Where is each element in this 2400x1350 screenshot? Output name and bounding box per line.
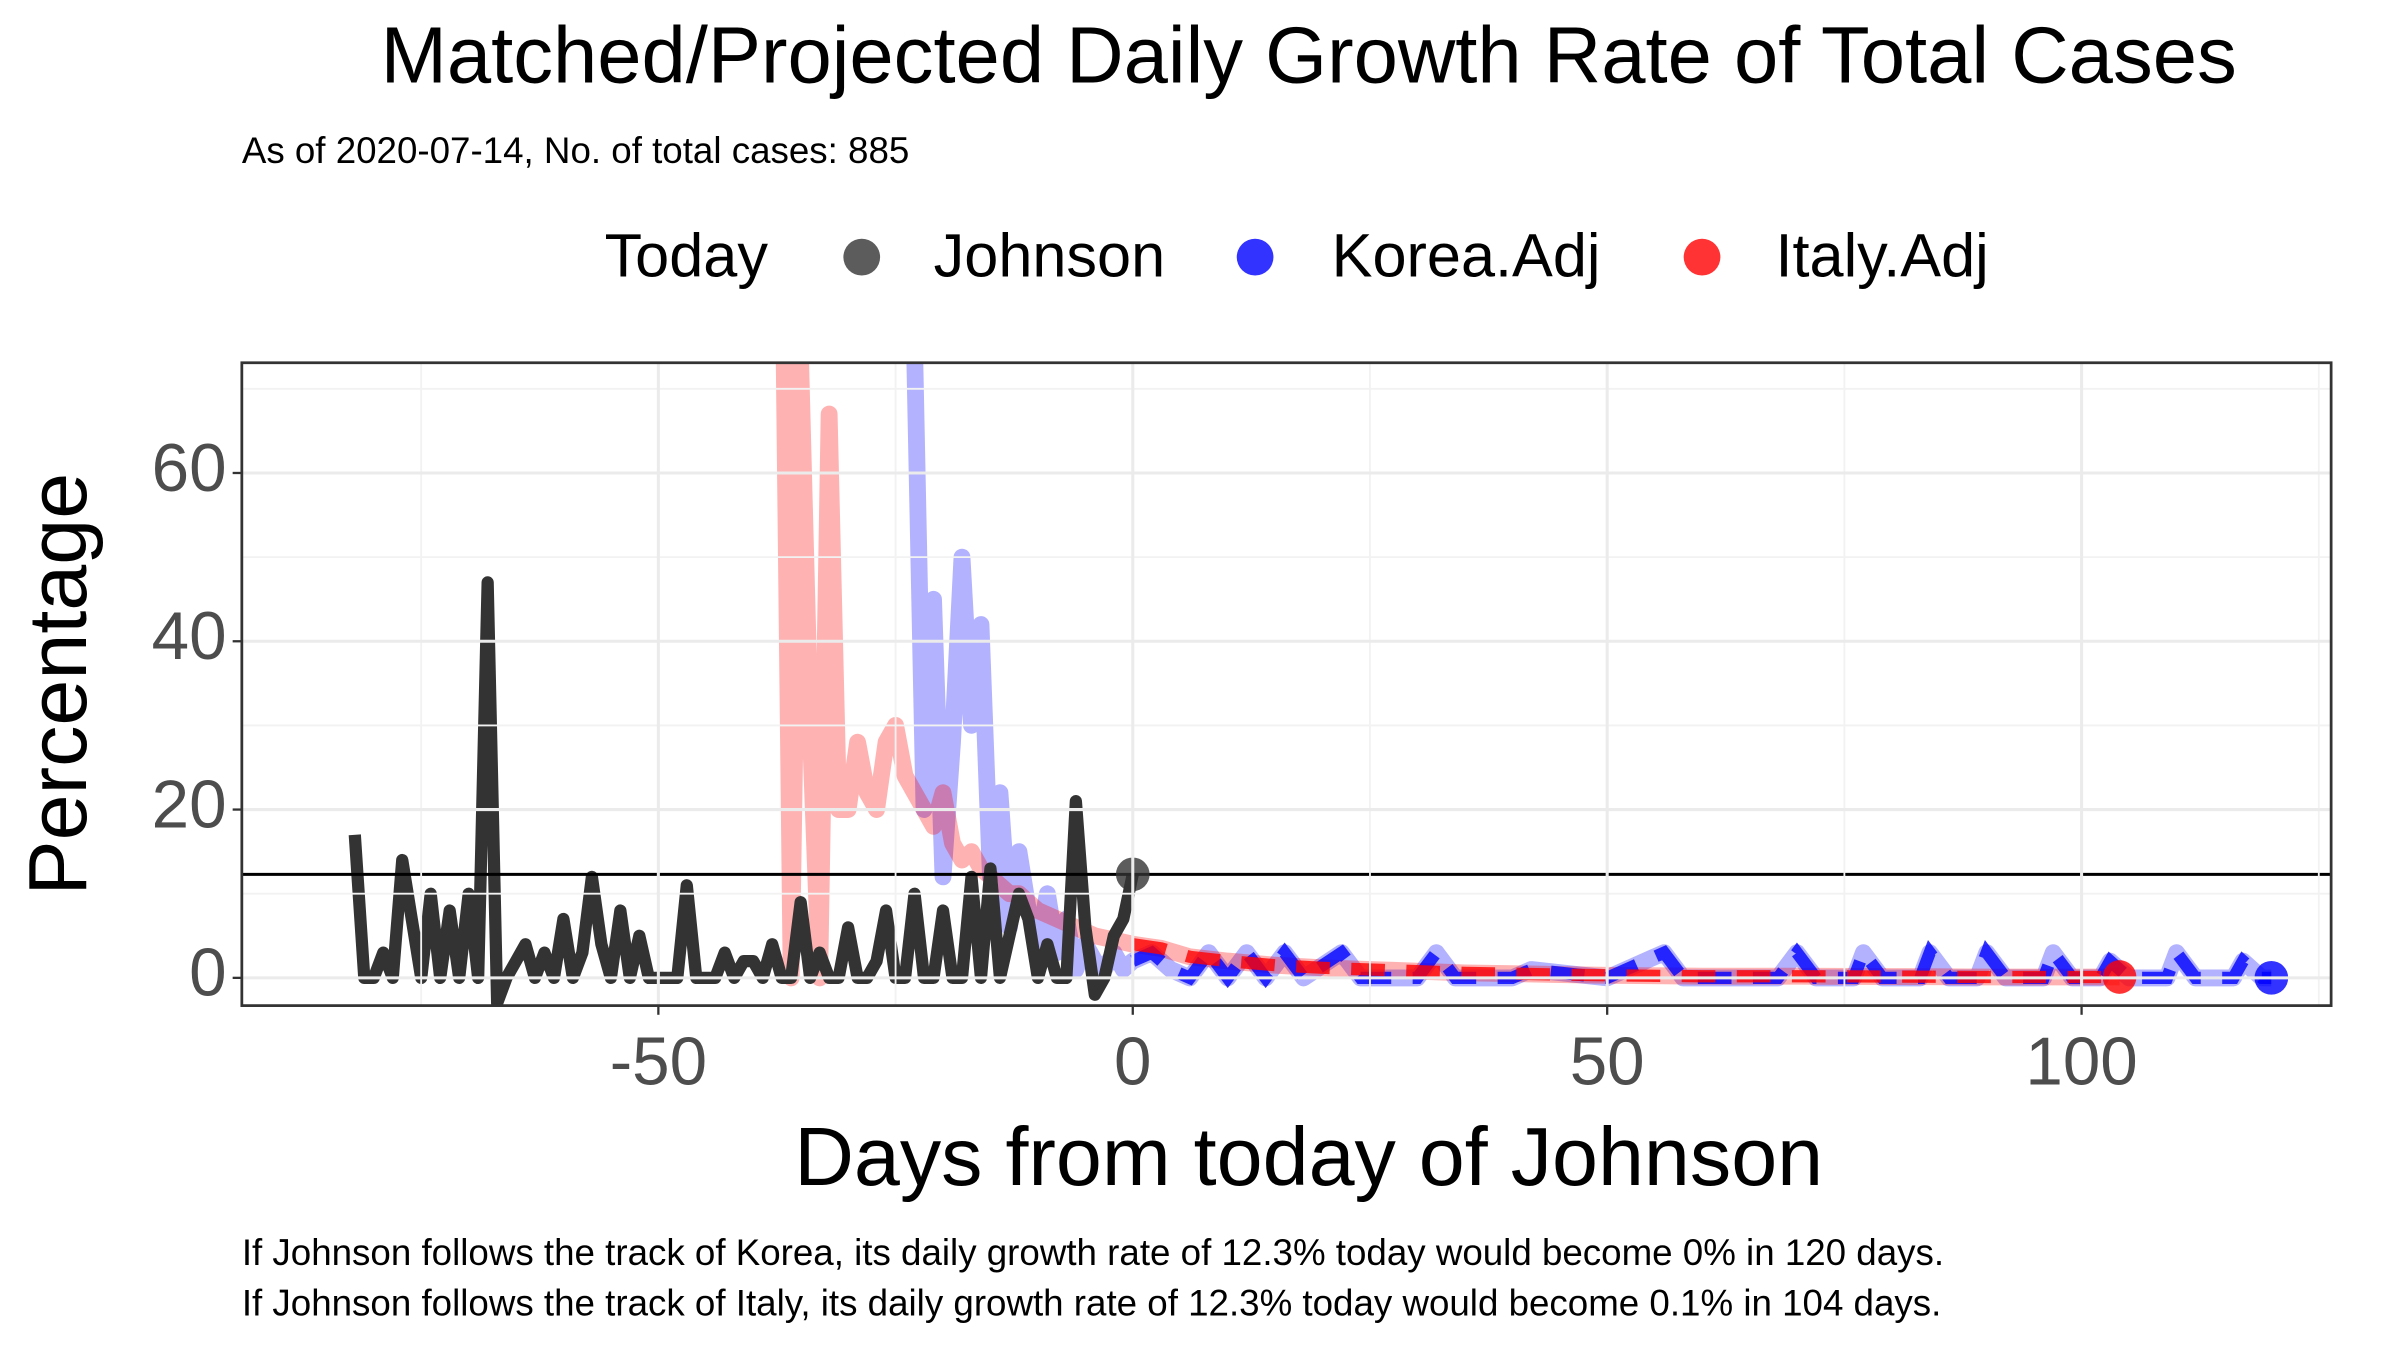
legend-label: Johnson (934, 221, 1165, 289)
legend-label: Korea.Adj (1332, 221, 1601, 289)
x-tick-label: 0 (1114, 1025, 1151, 1100)
annotation: If Johnson follows the track of Italy, i… (242, 1282, 1942, 1323)
x-tick-label: -50 (610, 1025, 707, 1100)
annotation: If Johnson follows the track of Korea, i… (242, 1232, 1944, 1273)
chart-subtitle: As of 2020-07-14, No. of total cases: 88… (242, 130, 909, 171)
plot-area (241, 362, 2332, 1006)
legend-marker (843, 238, 881, 276)
projected-line (1131, 938, 2120, 984)
y-tick-label: 60 (152, 431, 227, 506)
legend-label: Italy.Adj (1776, 221, 1989, 289)
series-line (348, 576, 1139, 1006)
chart-title: Matched/Projected Daily Growth Rate of T… (381, 10, 2237, 99)
legend-marker (1236, 238, 1274, 276)
x-axis-title: Days from today of Johnson (794, 1110, 1823, 1203)
x-tick-label: 100 (2025, 1025, 2137, 1100)
y-axis-title: Percentage (11, 473, 104, 896)
x-tick-label: 50 (1570, 1025, 1645, 1100)
y-tick-label: 40 (152, 599, 227, 674)
legend-title: Today (605, 221, 769, 289)
plot-border (240, 361, 2333, 1007)
legend-marker (1683, 238, 1721, 276)
y-tick-label: 0 (189, 936, 226, 1011)
y-tick-label: 20 (152, 767, 227, 842)
